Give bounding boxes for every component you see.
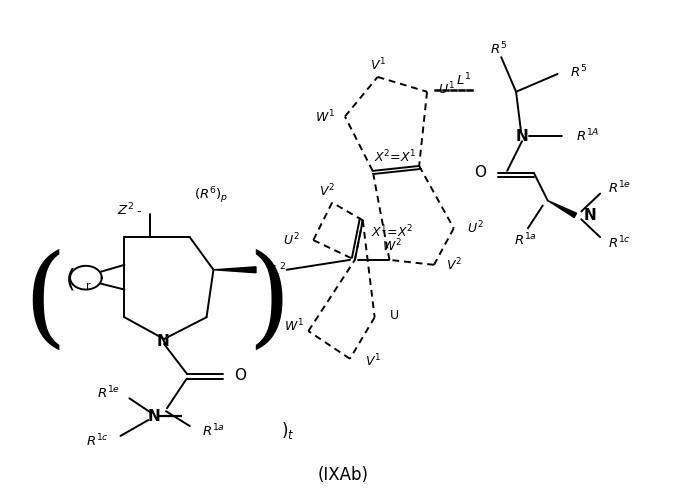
Polygon shape: [214, 267, 256, 272]
Text: N: N: [157, 334, 170, 349]
Text: $W^{2}$: $W^{2}$: [381, 238, 401, 254]
Text: $R^{1c}$: $R^{1c}$: [86, 432, 109, 449]
Text: $U^{1}$: $U^{1}$: [438, 80, 455, 97]
Text: N: N: [583, 208, 596, 223]
Text: ): ): [247, 249, 291, 356]
Text: U: U: [390, 309, 398, 322]
Text: $W^{1}$: $W^{1}$: [315, 108, 335, 125]
Text: $R^{1A}$: $R^{1A}$: [576, 128, 600, 144]
Text: $L^{1}$: $L^{1}$: [456, 72, 471, 88]
Text: $X^{2}$=$X^{1}$: $X^{2}$=$X^{1}$: [374, 148, 416, 166]
Text: O: O: [475, 166, 486, 180]
Text: $V^{2}$: $V^{2}$: [446, 256, 462, 273]
Text: $R^{1e}$: $R^{1e}$: [608, 180, 631, 196]
Text: -: -: [136, 205, 141, 218]
Text: $V^{1}$: $V^{1}$: [370, 57, 385, 74]
Text: (: (: [66, 268, 76, 291]
Text: (IXAb): (IXAb): [317, 466, 368, 484]
Text: (: (: [24, 249, 67, 356]
Text: $L^{2}$: $L^{2}$: [271, 262, 286, 278]
Text: r: r: [86, 280, 90, 290]
Text: $R^{1c}$: $R^{1c}$: [608, 235, 631, 252]
Text: N: N: [516, 129, 528, 144]
Text: $R^{5}$: $R^{5}$: [570, 64, 587, 80]
Text: $X^{1}$=$X^{2}$: $X^{1}$=$X^{2}$: [371, 224, 413, 240]
Text: O: O: [234, 368, 246, 383]
Text: $Z^{2}$: $Z^{2}$: [117, 202, 135, 218]
Text: $V^{1}$: $V^{1}$: [365, 352, 381, 369]
Text: $R^{1a}$: $R^{1a}$: [201, 422, 225, 440]
Text: $)_{t}$: $)_{t}$: [281, 420, 294, 442]
Text: N: N: [148, 408, 161, 424]
Text: $R^{1e}$: $R^{1e}$: [98, 385, 120, 402]
Polygon shape: [548, 200, 576, 218]
Text: $W^{1}$: $W^{1}$: [284, 318, 304, 334]
Text: $R^{5}$: $R^{5}$: [490, 41, 507, 58]
Text: $R^{1a}$: $R^{1a}$: [515, 232, 537, 248]
Text: $U^{2}$: $U^{2}$: [467, 220, 484, 236]
Text: $V^{2}$: $V^{2}$: [319, 182, 335, 199]
Text: $(R^{6})_{p}$: $(R^{6})_{p}$: [194, 186, 228, 206]
Text: $U^{2}$: $U^{2}$: [283, 232, 300, 248]
